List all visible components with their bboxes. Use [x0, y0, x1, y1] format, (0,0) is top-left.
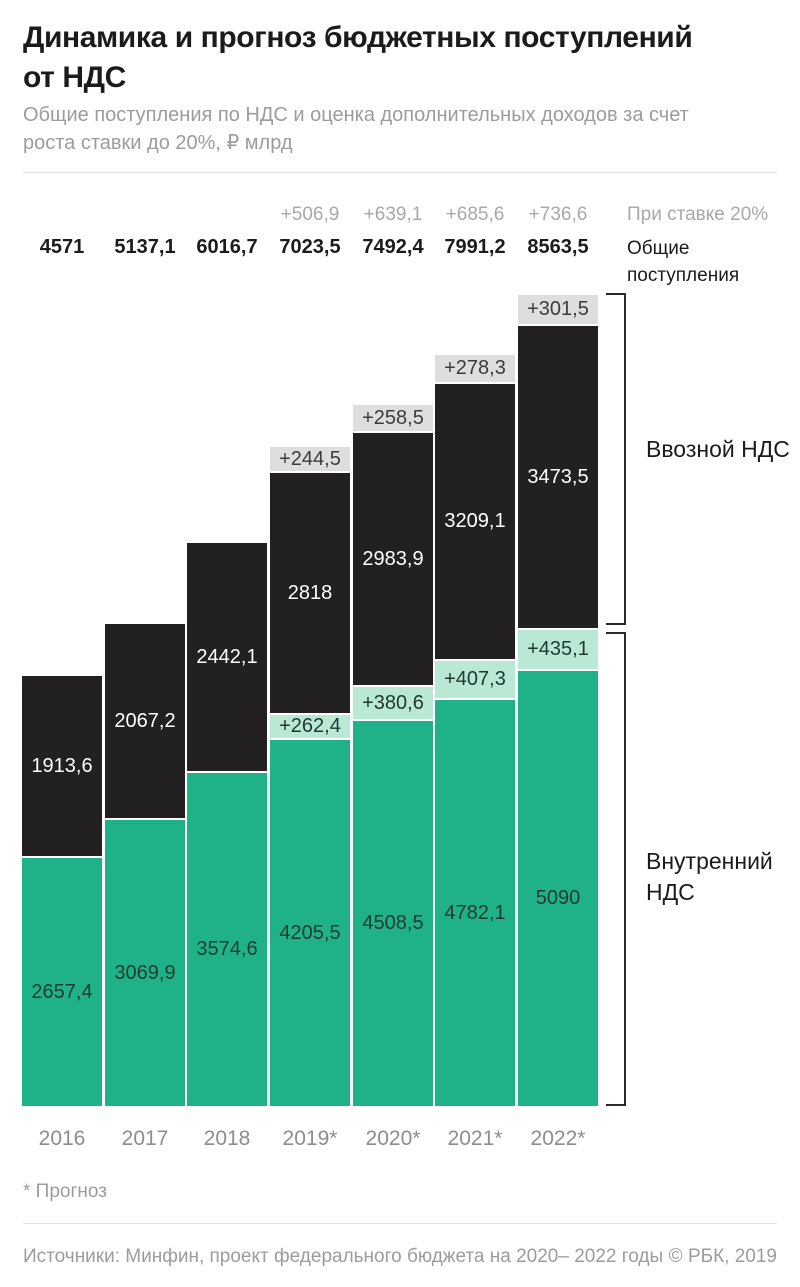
- bar-2018-internal-label: 3574,6: [196, 938, 258, 960]
- bar-2016-internal-label: 2657,4: [31, 980, 93, 1003]
- page-title-line1: Динамика и прогноз бюджетных поступлений: [23, 21, 693, 54]
- bar-2020-import_add_20-label: +258,5: [362, 406, 424, 429]
- bar-2022-internal_add_20-segment: +435,1: [518, 628, 598, 669]
- bar-2017-internal-segment: 3069,9: [105, 818, 185, 1106]
- axis-year-2016: 2016: [38, 1127, 86, 1150]
- bar-2021-internal_add_20-label: +407,3: [444, 668, 506, 690]
- chart-subtitle-line2: роста ставки до 20%, ₽ млрд: [23, 132, 293, 154]
- internal-vat-group-label: Внутренний НДС: [646, 848, 773, 905]
- bar-2020-import_add_20-segment: +258,5: [353, 405, 433, 431]
- bar-2019-internal-label: 4205,5: [279, 921, 341, 944]
- total-value-2016: 4571: [39, 235, 85, 258]
- bar-2022-import-segment: 3473,5: [518, 324, 598, 628]
- bar-2017-import-segment: 2067,2: [105, 624, 185, 818]
- chart-subtitle-line1: Общие поступления по НДС и оценка дополн…: [23, 104, 689, 126]
- top-divider: [23, 172, 777, 173]
- axis-year-2017: 2017: [121, 1127, 169, 1150]
- bar-2018-import-segment: 2442,1: [187, 543, 267, 771]
- total-value-2020: 7492,4: [362, 235, 424, 258]
- bar-2019-internal_add_20-segment: +262,4: [270, 713, 350, 738]
- axis-year-2022: 2022*: [530, 1127, 586, 1150]
- bar-2019-import_add_20-segment: +244,5: [270, 447, 350, 471]
- page-title-line2: от НДС: [23, 61, 126, 94]
- rate-row-label: При ставке 20%: [627, 204, 769, 225]
- bar-2017-import-label: 2067,2: [114, 709, 176, 732]
- bar-2022-import-label: 3473,5: [527, 465, 589, 488]
- import-vat-bracket: [606, 293, 626, 625]
- forecast-footnote: * Прогноз: [23, 1181, 107, 1202]
- bar-2022-import_add_20-segment: +301,5: [518, 295, 598, 324]
- bar-2016-import-label: 1913,6: [31, 754, 93, 777]
- bar-2018-import-label: 2442,1: [196, 645, 258, 668]
- totals-row-label: Общие поступления: [627, 238, 740, 286]
- rate-value-2020: +639,1: [363, 204, 423, 225]
- bar-2022-internal-segment: 5090: [518, 669, 598, 1106]
- total-value-2022: 8563,5: [527, 235, 589, 258]
- bar-2020-internal_add_20-label: +380,6: [362, 691, 424, 714]
- sources-line: Источники: Минфин, проект федерального б…: [23, 1246, 664, 1267]
- axis-year-2021: 2021*: [447, 1127, 503, 1150]
- total-value-2019: 7023,5: [279, 235, 341, 258]
- bar-2021-import_add_20-segment: +278,3: [435, 355, 515, 382]
- bar-2019-internal-segment: 4205,5: [270, 738, 350, 1106]
- rate-value-2022: +736,6: [528, 204, 588, 225]
- bar-2019-import_add_20-label: +244,5: [279, 447, 341, 470]
- axis-year-2018: 2018: [203, 1127, 251, 1150]
- page-title: Динамика и прогноз бюджетных поступлений…: [23, 18, 783, 98]
- bar-2019-import-segment: 2818: [270, 471, 350, 713]
- bar-2019-import-label: 2818: [287, 581, 333, 604]
- bar-2021-internal-segment: 4782,1: [435, 698, 515, 1106]
- bar-2020-import-segment: 2983,9: [353, 431, 433, 685]
- bar-2021-import-segment: 3209,1: [435, 382, 515, 659]
- copyright-line: © РБК, 2019: [668, 1246, 777, 1267]
- bar-2020-internal-segment: 4508,5: [353, 719, 433, 1106]
- bar-2020-internal_add_20-segment: +380,6: [353, 685, 433, 719]
- bar-2018-internal-segment: 3574,6: [187, 771, 267, 1106]
- bar-2019-internal_add_20-label: +262,4: [279, 715, 341, 737]
- chart-subtitle: Общие поступления по НДС и оценка дополн…: [23, 101, 743, 157]
- import-vat-group-label: Ввозной НДС: [646, 436, 790, 462]
- bar-2020-internal-label: 4508,5: [362, 912, 424, 934]
- bar-2020-import-label: 2983,9: [362, 547, 424, 570]
- bar-2021-import-label: 3209,1: [444, 510, 506, 532]
- bar-2022-internal_add_20-label: +435,1: [527, 638, 589, 660]
- bar-2017-internal-label: 3069,9: [114, 961, 176, 984]
- total-value-2018: 6016,7: [196, 235, 258, 258]
- bar-2016-import-segment: 1913,6: [22, 676, 102, 856]
- axis-year-2019: 2019*: [282, 1127, 338, 1150]
- bar-2022-internal-label: 5090: [535, 887, 581, 909]
- bottom-divider: [23, 1223, 777, 1224]
- total-value-2017: 5137,1: [114, 235, 176, 258]
- bar-2021-internal-label: 4782,1: [444, 901, 506, 924]
- bar-2021-internal_add_20-segment: +407,3: [435, 659, 515, 698]
- total-value-2021: 7991,2: [444, 235, 506, 258]
- axis-year-2020: 2020*: [365, 1127, 421, 1150]
- internal-vat-bracket: [606, 632, 626, 1106]
- rate-value-2021: +685,6: [445, 204, 505, 225]
- rate-value-2019: +506,9: [280, 204, 340, 225]
- bar-2016-internal-segment: 2657,4: [22, 856, 102, 1106]
- bar-2022-import_add_20-label: +301,5: [527, 298, 589, 320]
- bar-2021-import_add_20-label: +278,3: [444, 357, 506, 379]
